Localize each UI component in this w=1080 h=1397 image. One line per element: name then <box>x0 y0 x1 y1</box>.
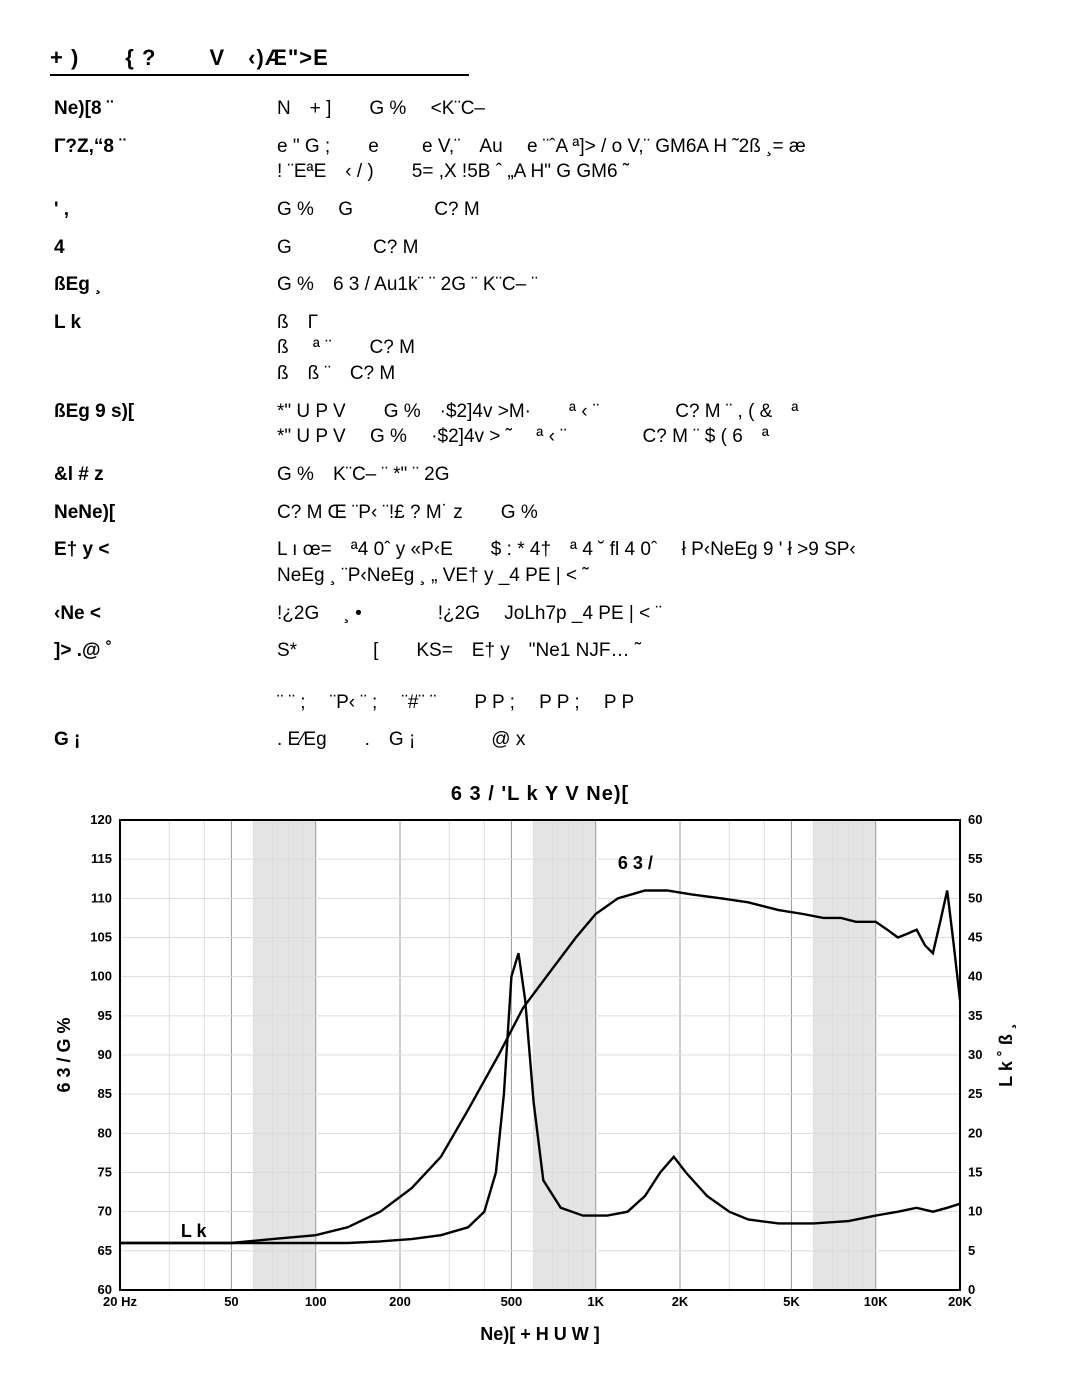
spec-value: G % 6 3 / Au1k¨ ¨ 2G ¨ K¨C– ¨ <box>273 266 1030 304</box>
spec-label: ßEg ¸ <box>50 266 273 304</box>
spec-label: ‹Ne < <box>50 595 273 633</box>
svg-text:40: 40 <box>968 968 982 983</box>
svg-text:70: 70 <box>98 1203 112 1218</box>
svg-text:25: 25 <box>968 1086 982 1101</box>
spec-label: NeNe)[ <box>50 494 273 532</box>
spec-label: &l # z <box>50 456 273 494</box>
spec-value: ß Γß ª ¨ C? Mß ß ¨ C? M <box>273 304 1030 393</box>
svg-text:110: 110 <box>91 890 112 905</box>
svg-text:6 3 /: 6 3 / <box>618 853 653 873</box>
svg-text:10: 10 <box>968 1203 982 1218</box>
svg-text:500: 500 <box>501 1294 523 1309</box>
spec-row: &l # zG % K¨C– ¨ *" ¨ 2G <box>50 456 1030 494</box>
spec-row: ßEg ¸G % 6 3 / Au1k¨ ¨ 2G ¨ K¨C– ¨ <box>50 266 1030 304</box>
svg-text:75: 75 <box>98 1164 112 1179</box>
spec-value: . E⁄Eg . G ¡ @ x <box>273 721 1030 759</box>
spec-value: *" U P V G % ·$2]4v >M· ª ‹ ¨ C? M ¨ , (… <box>273 393 1030 456</box>
svg-text:120: 120 <box>90 812 112 827</box>
svg-text:55: 55 <box>968 851 982 866</box>
spec-value: N + ] G % <K¨C– <box>273 90 1030 128</box>
svg-text:5: 5 <box>968 1243 975 1258</box>
spec-row: ßEg 9 s)[*" U P V G % ·$2]4v >M· ª ‹ ¨ C… <box>50 393 1030 456</box>
svg-text:100: 100 <box>305 1294 327 1309</box>
svg-text:115: 115 <box>91 851 112 866</box>
spec-row: Γ?Z,“8 ¨e " G ; e e V,¨ Au e ¨ˆA ª]> / o… <box>50 128 1030 191</box>
spec-value: C? M Œ ¨P‹ ¨!£ ? M˙ z G % <box>273 494 1030 532</box>
svg-text:100: 100 <box>90 968 112 983</box>
spec-label: ßEg 9 s)[ <box>50 393 273 456</box>
spl-impedance-chart: 20 Hz501002005001K2K5K10K20K606570758085… <box>50 810 1030 1350</box>
svg-text:10K: 10K <box>864 1294 888 1309</box>
svg-text:45: 45 <box>968 929 982 944</box>
spec-value: e " G ; e e V,¨ Au e ¨ˆA ª]> / o V,¨ GM6… <box>273 128 1030 191</box>
spec-row: 4G C? M <box>50 229 1030 267</box>
svg-text:95: 95 <box>98 1008 112 1023</box>
svg-text:5K: 5K <box>783 1294 800 1309</box>
svg-text:Ne)[ + H U W ]: Ne)[ + H U W ] <box>480 1324 600 1344</box>
spec-value: !¿2G ¸ • !¿2G JoLh7p _4 PE | < ¨ <box>273 595 1030 633</box>
spec-row: ]> .@ ˚S* [ KS= E† y "Ne1 NJF… ˜ ¨ ¨ ; ¨… <box>50 632 1030 721</box>
svg-text:50: 50 <box>224 1294 238 1309</box>
spec-label: 4 <box>50 229 273 267</box>
chart-title: 6 3 / 'L k Y V Ne)[ <box>50 783 1030 806</box>
svg-text:20: 20 <box>968 1125 982 1140</box>
spec-label: ' , <box>50 191 273 229</box>
spec-row: L kß Γß ª ¨ C? Mß ß ¨ C? M <box>50 304 1030 393</box>
spec-row: NeNe)[C? M Œ ¨P‹ ¨!£ ? M˙ z G % <box>50 494 1030 532</box>
svg-text:0: 0 <box>968 1282 975 1297</box>
svg-text:6 3 / G %: 6 3 / G % <box>54 1017 74 1092</box>
spec-value: L ı œ= ª4 0ˆ y «P‹E $ : * 4† ª 4 ˘ fl 4 … <box>273 531 1030 594</box>
spec-label: E† y < <box>50 531 273 594</box>
spec-label: ]> .@ ˚ <box>50 632 273 721</box>
svg-text:65: 65 <box>98 1243 112 1258</box>
svg-text:35: 35 <box>968 1008 982 1023</box>
spec-value: S* [ KS= E† y "Ne1 NJF… ˜ ¨ ¨ ; ¨P‹ ¨ ; … <box>273 632 1030 721</box>
svg-text:60: 60 <box>98 1282 112 1297</box>
svg-text:85: 85 <box>98 1086 112 1101</box>
svg-text:80: 80 <box>98 1125 112 1140</box>
svg-text:2K: 2K <box>672 1294 689 1309</box>
spec-label: L k <box>50 304 273 393</box>
spec-value: G % K¨C– ¨ *" ¨ 2G <box>273 456 1030 494</box>
spec-label: Γ?Z,“8 ¨ <box>50 128 273 191</box>
spec-row: ' ,G % G C? M <box>50 191 1030 229</box>
spec-value: G % G C? M <box>273 191 1030 229</box>
spec-value: G C? M <box>273 229 1030 267</box>
svg-text:90: 90 <box>98 1047 112 1062</box>
svg-text:L k ˚ ß ¸: L k ˚ ß ¸ <box>996 1023 1017 1087</box>
spec-label: Ne)[8 ¨ <box>50 90 273 128</box>
svg-text:1K: 1K <box>587 1294 604 1309</box>
spec-row: E† y <L ı œ= ª4 0ˆ y «P‹E $ : * 4† ª 4 ˘… <box>50 531 1030 594</box>
spec-row: G ¡. E⁄Eg . G ¡ @ x <box>50 721 1030 759</box>
spec-row: ‹Ne <!¿2G ¸ • !¿2G JoLh7p _4 PE | < ¨ <box>50 595 1030 633</box>
svg-text:15: 15 <box>968 1164 982 1179</box>
page-title: + ) { ? V ‹)Æ">E <box>50 40 469 76</box>
svg-text:30: 30 <box>968 1047 982 1062</box>
svg-text:200: 200 <box>389 1294 411 1309</box>
spec-label: G ¡ <box>50 721 273 759</box>
spec-row: Ne)[8 ¨N + ] G % <K¨C– <box>50 90 1030 128</box>
svg-text:50: 50 <box>968 890 982 905</box>
svg-text:L k: L k <box>181 1221 208 1241</box>
svg-text:105: 105 <box>90 929 112 944</box>
svg-text:60: 60 <box>968 812 982 827</box>
spec-table: Ne)[8 ¨N + ] G % <K¨C–Γ?Z,“8 ¨e " G ; e … <box>50 90 1030 759</box>
